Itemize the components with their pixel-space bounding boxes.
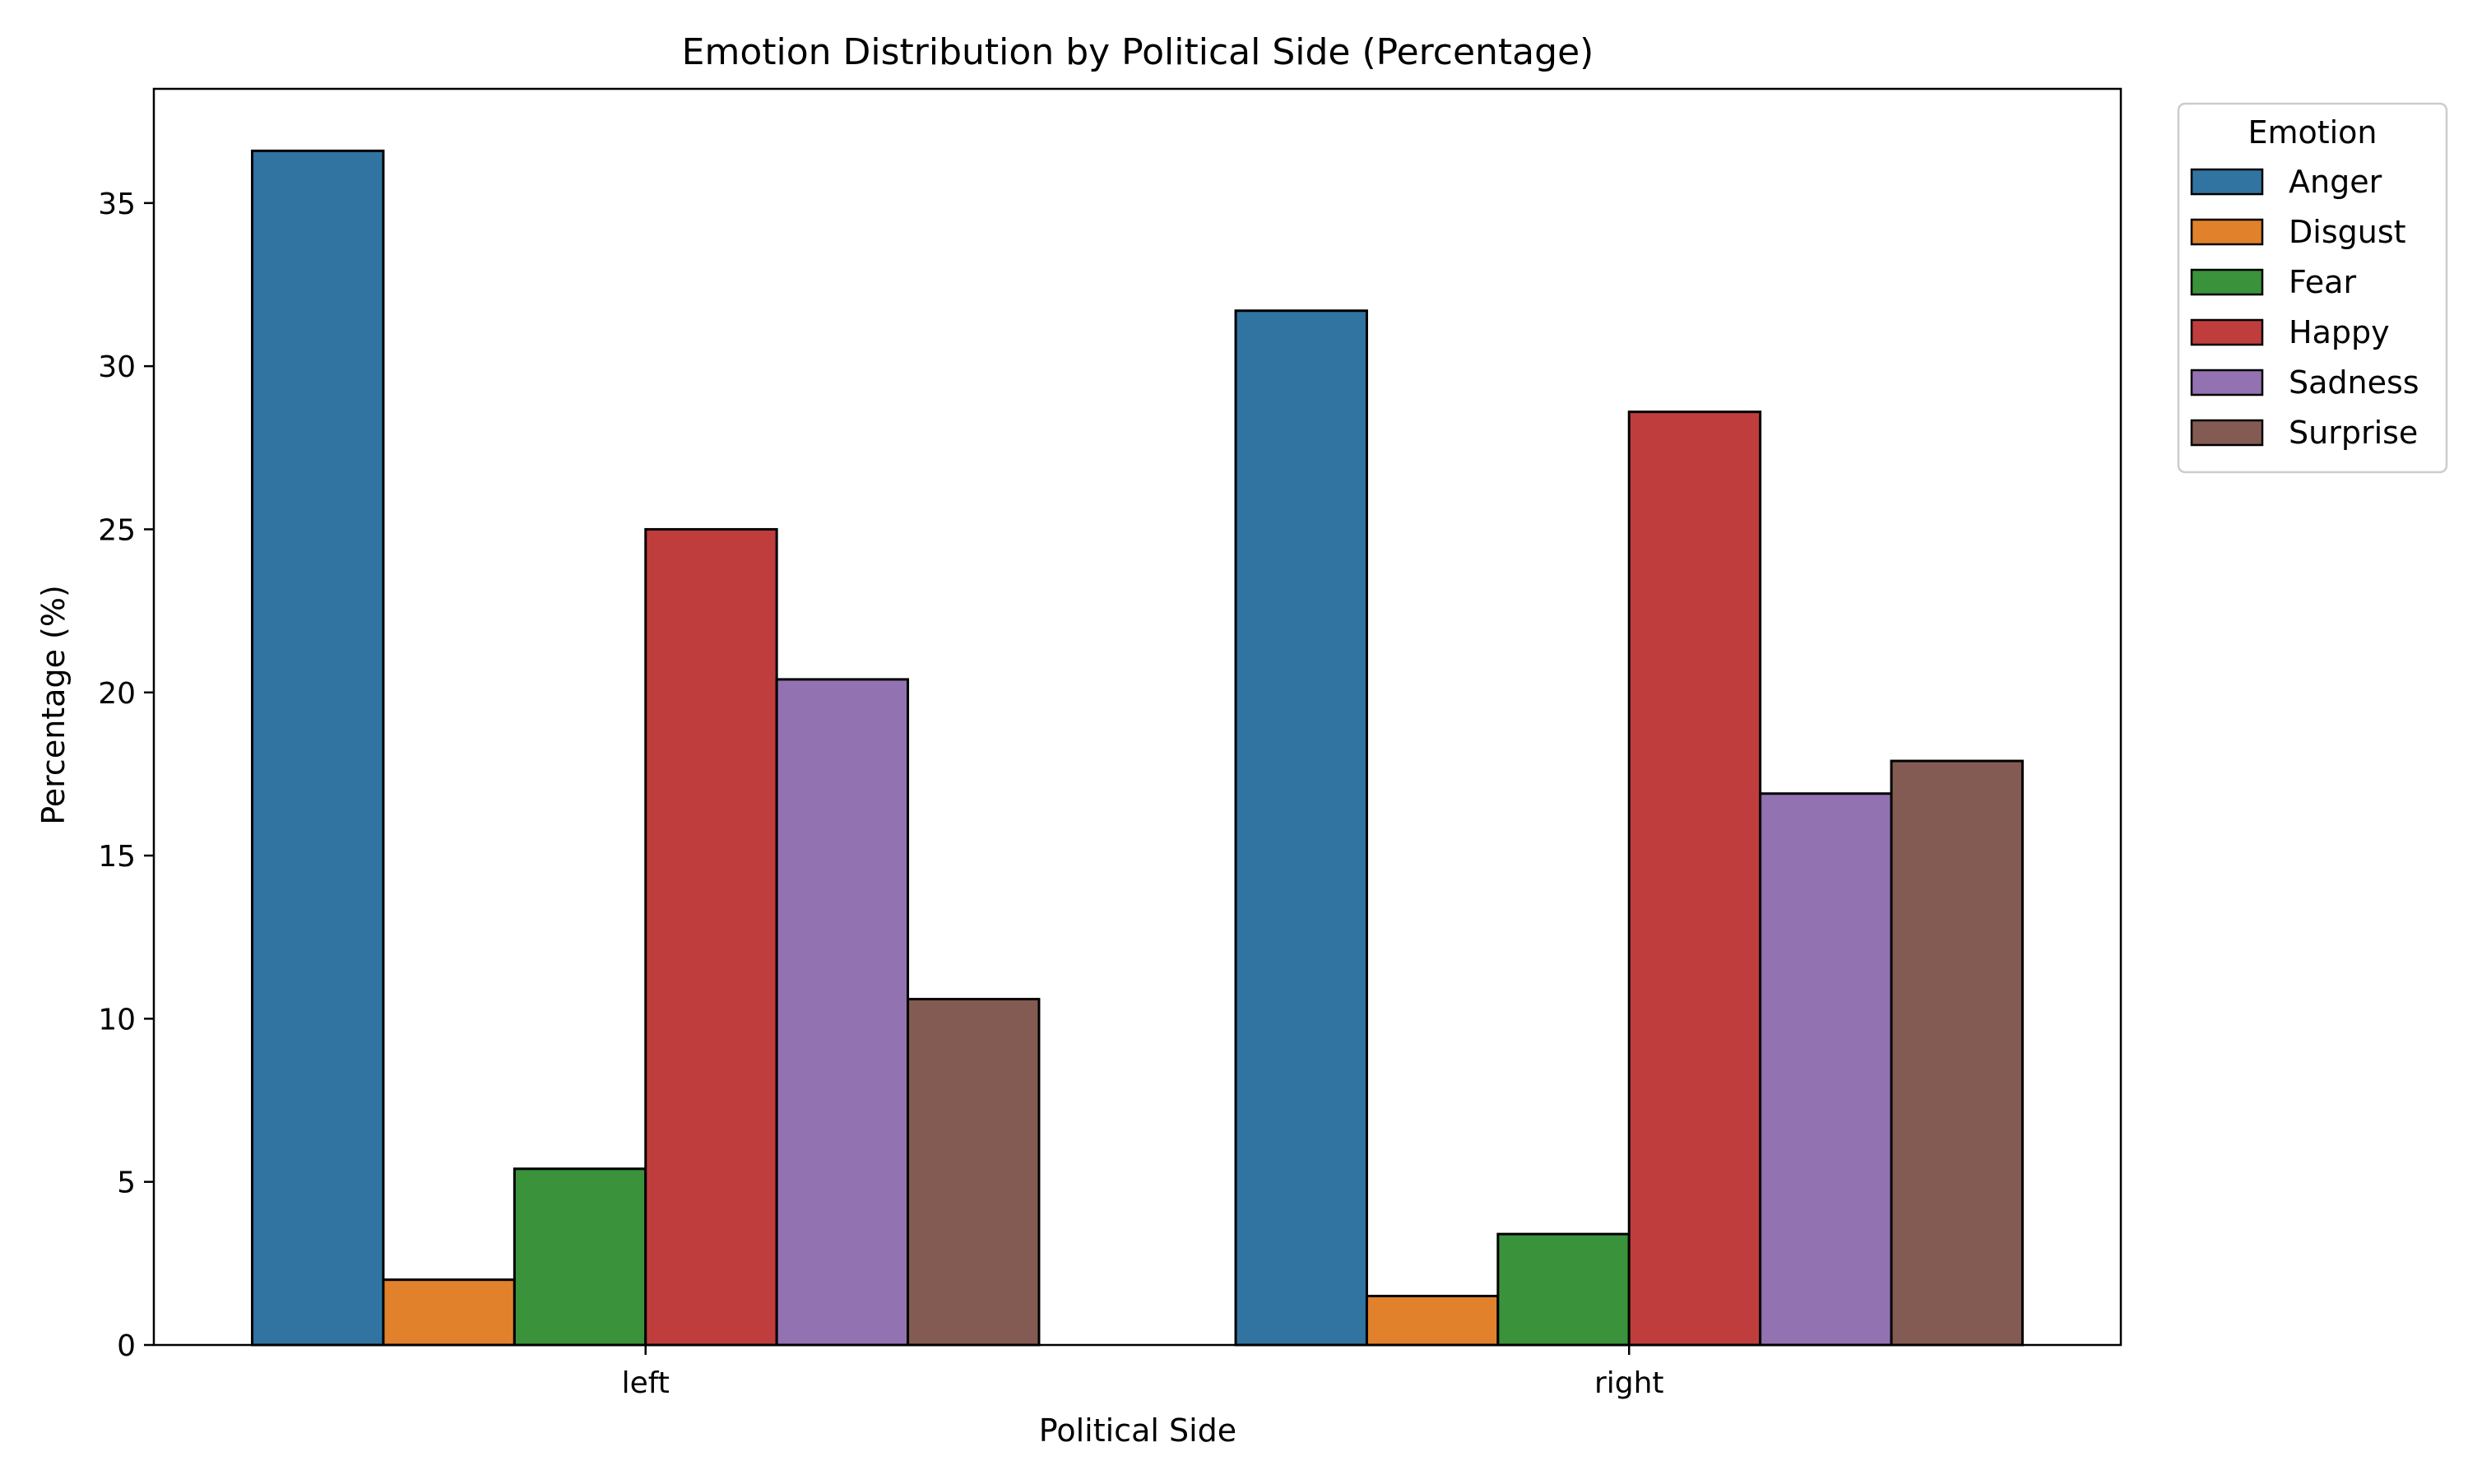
bar-happy-right — [1627, 410, 1762, 1347]
x-tick-label: right — [1594, 1366, 1664, 1400]
bar-fear-left — [513, 1167, 647, 1347]
legend-label-disgust: Disgust — [2289, 214, 2406, 250]
y-tick-label: 5 — [117, 1166, 136, 1200]
bar-happy-left — [644, 527, 778, 1347]
x-tick-label: left — [622, 1366, 670, 1400]
legend-swatch-sadness — [2190, 369, 2264, 397]
y-axis-label: Percentage (%) — [35, 585, 72, 825]
y-tick-label: 30 — [98, 350, 136, 384]
legend-label-surprise: Surprise — [2289, 415, 2418, 451]
y-tick-label: 25 — [98, 513, 136, 547]
legend: Emotion Anger Disgust Fear Happy Sadness Surpr… — [2177, 102, 2448, 474]
y-tick-label: 20 — [98, 677, 136, 711]
y-tick-label: 15 — [98, 840, 136, 874]
legend-swatch-disgust — [2190, 218, 2264, 246]
legend-swatch-surprise — [2190, 419, 2264, 447]
bar-disgust-left — [382, 1278, 516, 1347]
legend-swatch-anger — [2190, 168, 2264, 196]
y-tick-label: 35 — [98, 188, 136, 221]
bar-anger-right — [1234, 309, 1368, 1347]
y-tick-label: 10 — [98, 1003, 136, 1036]
legend-label-fear: Fear — [2289, 264, 2356, 300]
bar-fear-right — [1496, 1232, 1631, 1347]
legend-label-sadness: Sadness — [2289, 364, 2419, 401]
legend-title: Emotion — [2248, 114, 2377, 151]
legend-label-anger: Anger — [2289, 164, 2382, 200]
legend-label-happy: Happy — [2289, 314, 2390, 350]
bar-surprise-left — [907, 998, 1041, 1347]
plot-frame — [152, 87, 2122, 1347]
bar-sadness-left — [775, 678, 910, 1347]
bar-disgust-right — [1365, 1295, 1500, 1347]
bar-surprise-right — [1890, 759, 2024, 1347]
legend-swatch-happy — [2190, 318, 2264, 346]
legend-swatch-fear — [2190, 268, 2264, 296]
bar-anger-left — [251, 149, 385, 1347]
bar-sadness-right — [1759, 792, 1893, 1347]
y-tick-label: 0 — [117, 1329, 136, 1363]
x-axis-label: Political Side — [1039, 1412, 1236, 1449]
plot-area: 0 5 10 15 20 25 30 35 left right — [98, 87, 2122, 1400]
chart-title: Emotion Distribution by Political Side (… — [682, 31, 1594, 73]
